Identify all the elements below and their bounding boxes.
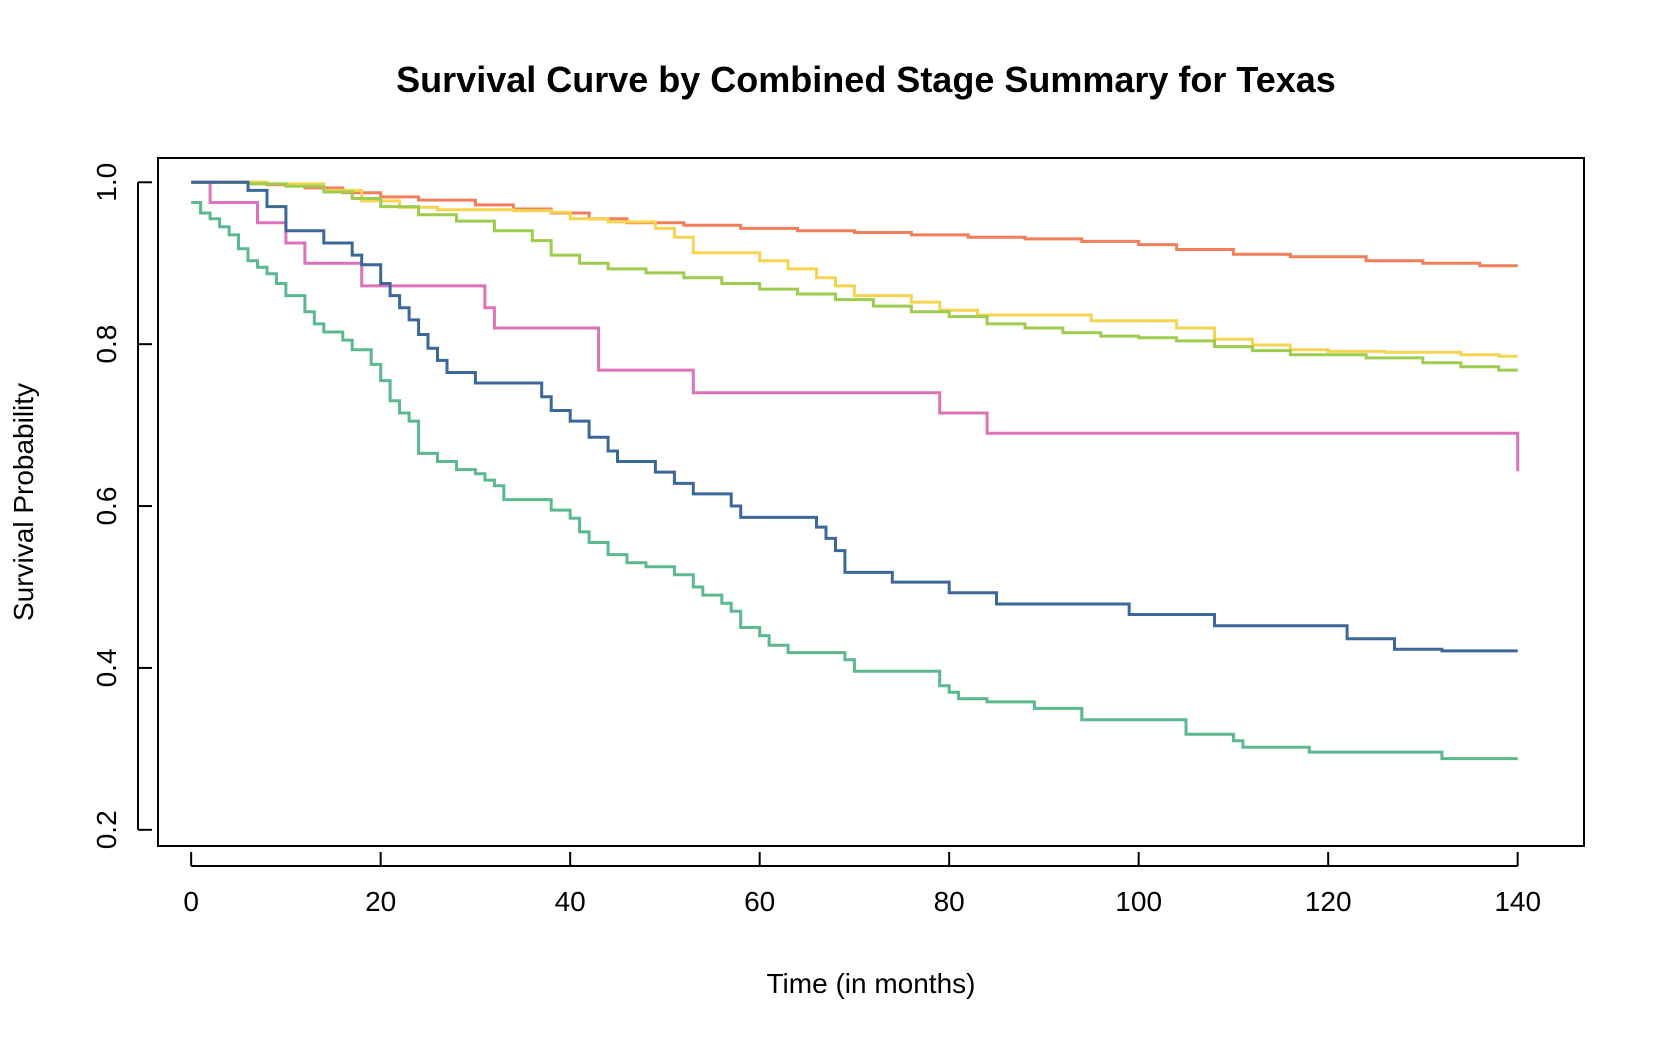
y-axis-label: Survival Probability: [8, 383, 39, 621]
plot-frame: [157, 157, 1585, 847]
chart-title: Survival Curve by Combined Stage Summary…: [396, 59, 1336, 100]
survival-curve-2: [191, 180, 1518, 358]
survival-curve-4: [191, 180, 1520, 472]
x-tick-label: 140: [1494, 886, 1541, 917]
x-axis-label: Time (in months): [766, 968, 975, 999]
y-tick-label: 1.0: [91, 163, 122, 202]
x-tick-label: 100: [1115, 886, 1162, 917]
x-tick-label: 60: [744, 886, 775, 917]
y-tick-label: 0.2: [91, 810, 122, 849]
survival-curve-5: [191, 180, 1518, 653]
survival-curve-1: [191, 180, 1518, 268]
x-tick-label: 120: [1305, 886, 1352, 917]
y-tick-label: 0.4: [91, 648, 122, 687]
x-tick-label: 40: [555, 886, 586, 917]
x-axis: 0 20 40 60 80 100 120 140: [183, 852, 1541, 917]
y-tick-label: 0.6: [91, 487, 122, 526]
y-axis: 0.2 0.4 0.6 0.8 1.0: [91, 163, 152, 849]
x-tick-label: 20: [365, 886, 396, 917]
x-tick-label: 0: [183, 886, 199, 917]
x-tick-label: 80: [934, 886, 965, 917]
y-tick-label: 0.8: [91, 325, 122, 364]
series-layer: [191, 180, 1520, 761]
survival-curve-6: [191, 201, 1518, 761]
survival-curve-3: [191, 180, 1518, 372]
